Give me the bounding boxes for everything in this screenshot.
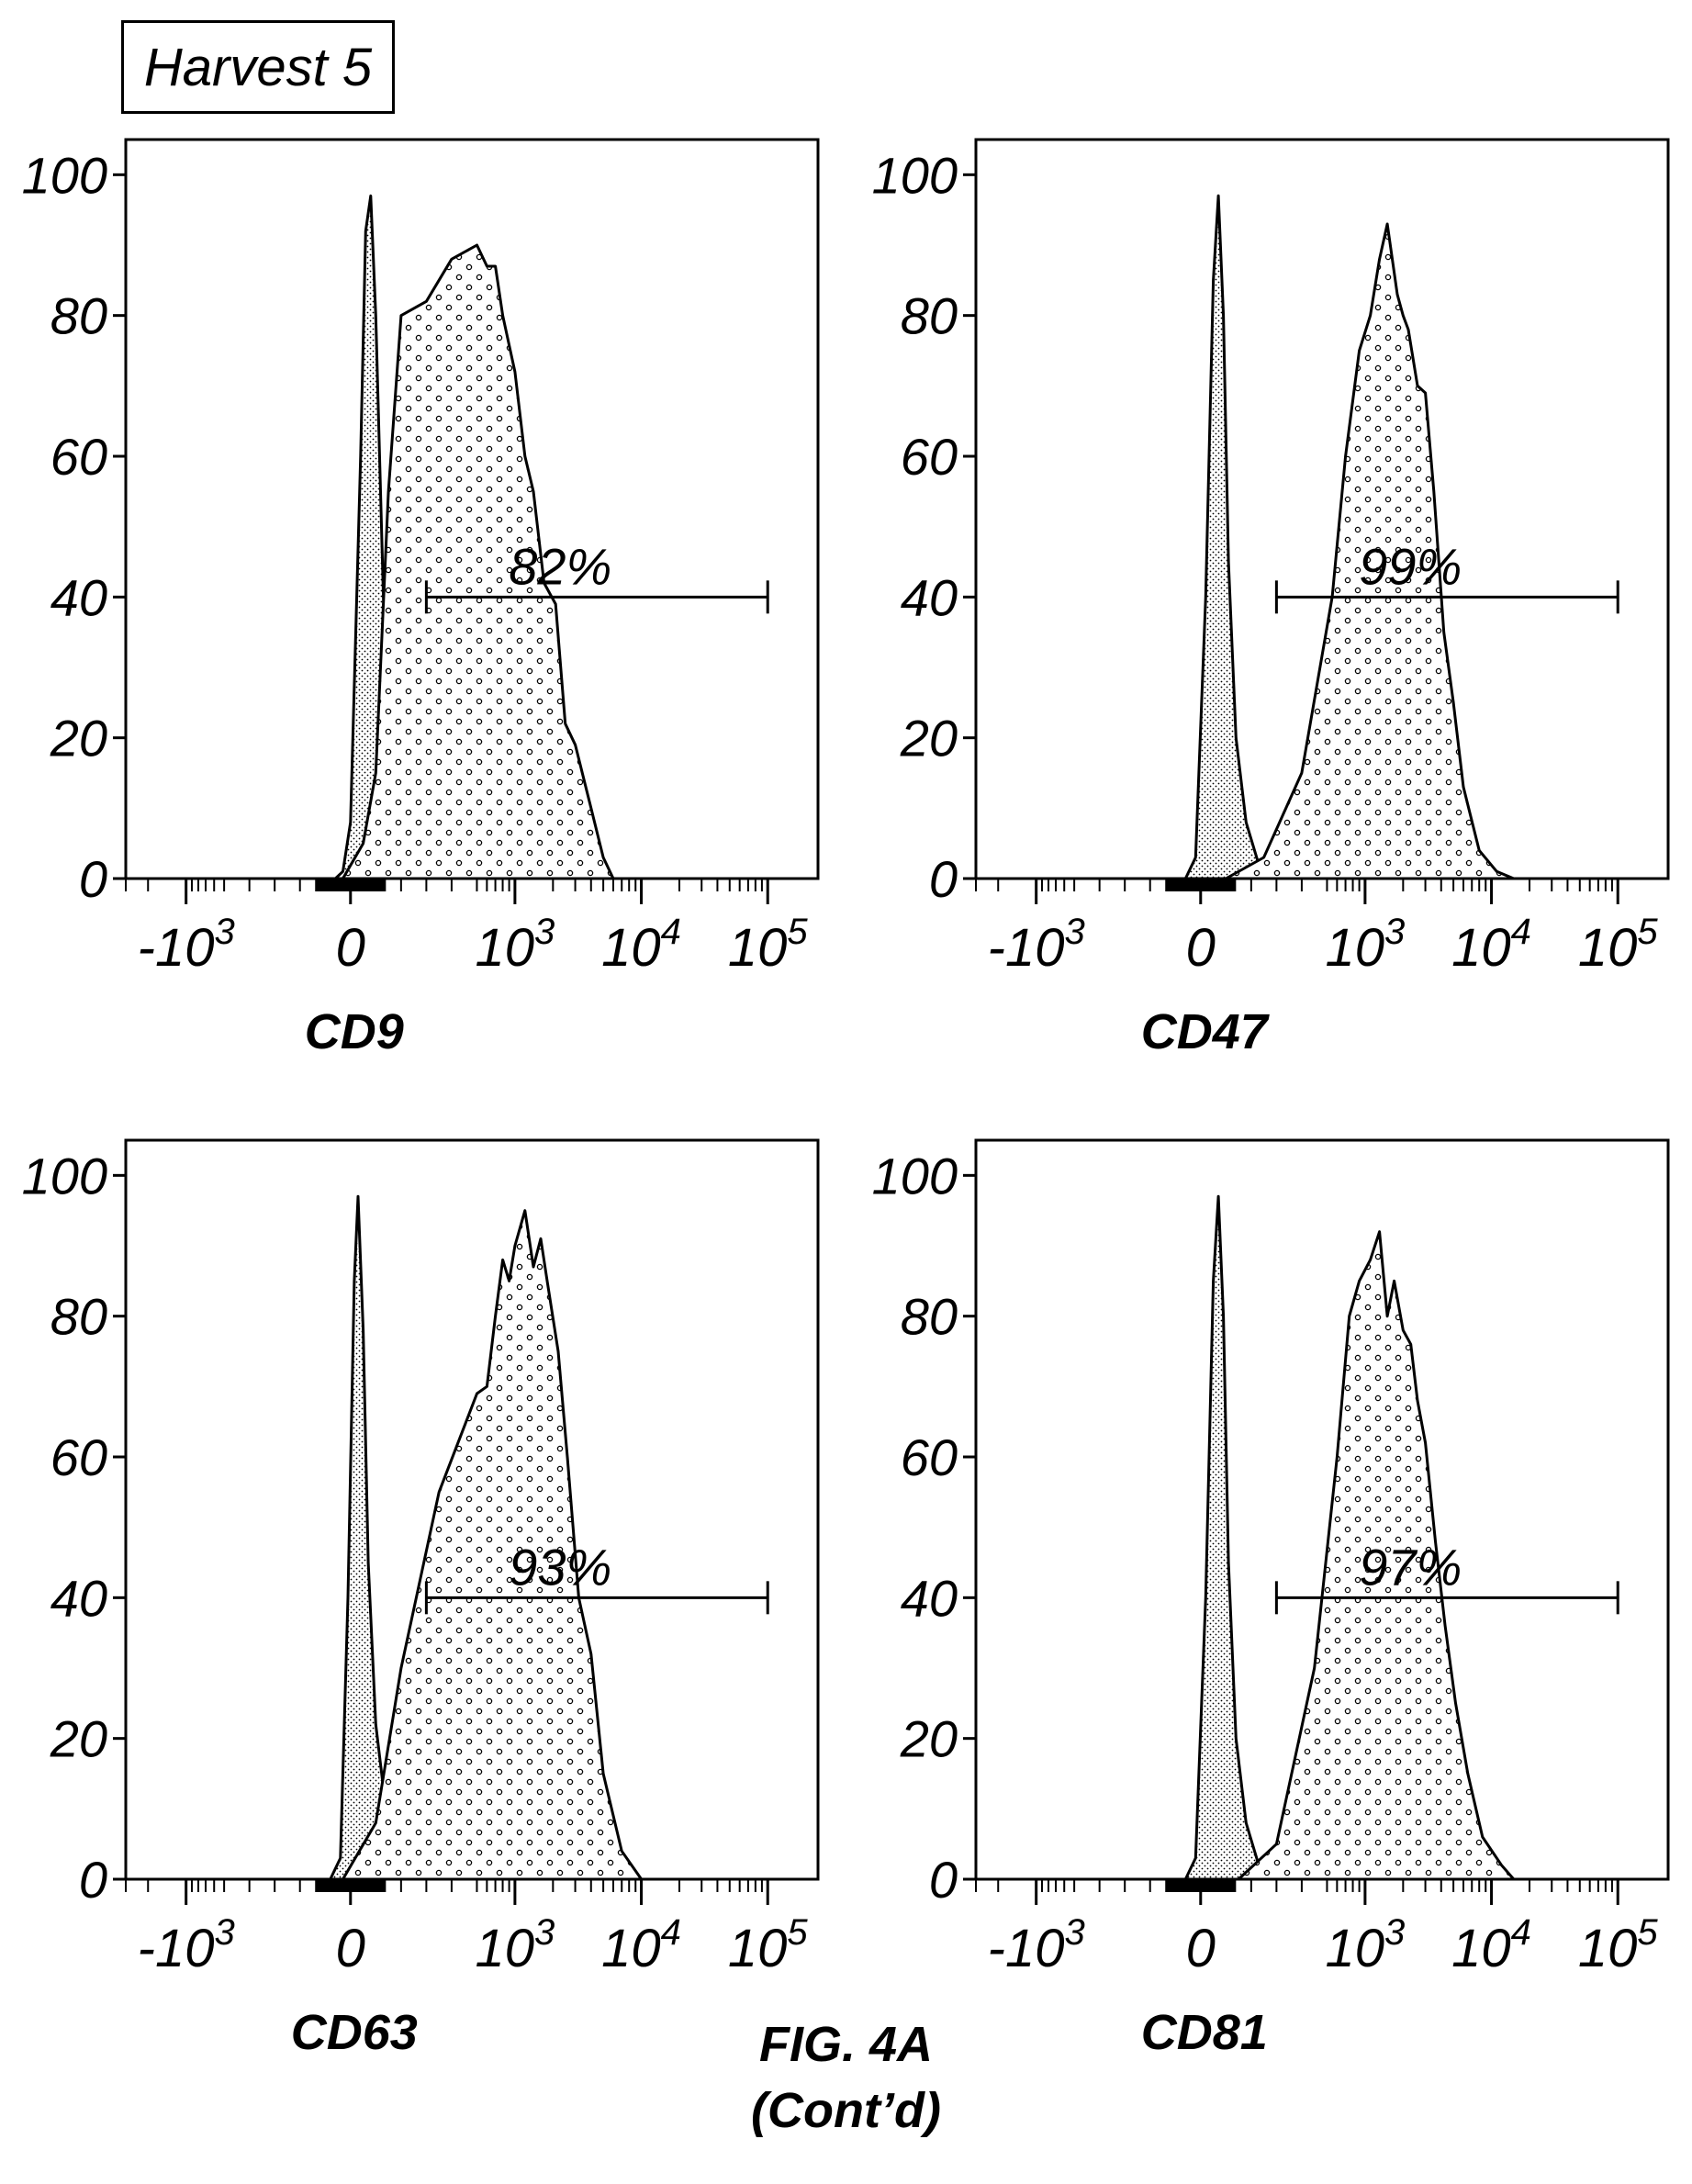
x-axis-label: CD9: [305, 1004, 404, 1059]
x-tick-label: -103: [138, 912, 235, 978]
x-tick-label: 104: [1451, 1912, 1531, 1978]
y-tick-label: 40: [50, 1569, 107, 1627]
y-tick-label: 100: [22, 1147, 107, 1204]
harvest-label-box: Harvest 5: [121, 20, 395, 114]
x-tick-label: -103: [988, 912, 1085, 978]
gate-percent-label: 93%: [509, 1538, 611, 1596]
y-tick-label: 80: [901, 287, 958, 345]
x-tick-label: 103: [1326, 912, 1406, 978]
y-tick-label: 20: [900, 710, 958, 767]
y-tick-label: 0: [929, 850, 958, 908]
figure-caption-continued: (Cont’d): [751, 2083, 941, 2138]
histogram-panel-cd81: 0 20 40 60 80 100 -103 0 103 104 105 97% CD81: [872, 1138, 1670, 2060]
x-tick-label: 104: [601, 1912, 681, 1978]
harvest-label: Harvest 5: [143, 37, 373, 97]
y-tick-label: 40: [901, 1569, 958, 1627]
x-tick-label: 105: [728, 1912, 809, 1978]
x-axis-label: CD47: [1141, 1004, 1271, 1059]
x-tick-label: 105: [1578, 1912, 1659, 1978]
plot-frame: [974, 1138, 1670, 1881]
y-tick-label: 60: [50, 428, 107, 486]
stained-histogram: [342, 243, 615, 880]
gate-percent-label: 97%: [1359, 1538, 1462, 1596]
y-tick-label: 0: [79, 1851, 107, 1909]
y-tick-label: 100: [22, 146, 107, 204]
x-tick-label: 0: [1186, 918, 1216, 978]
y-tick-label: 60: [901, 428, 958, 486]
plot-frame: [974, 138, 1670, 880]
stained-histogram: [1224, 222, 1516, 880]
y-tick-label: 80: [50, 1288, 107, 1346]
x-axis-label: CD63: [291, 2005, 418, 2060]
y-tick-label: 60: [50, 1428, 107, 1486]
y-tick-label: 0: [79, 850, 107, 908]
x-tick-label: 104: [1451, 912, 1531, 978]
control-histogram: [1183, 1194, 1278, 1881]
y-tick-label: 40: [901, 568, 958, 626]
x-tick-label: 0: [336, 1919, 365, 1978]
y-tick-label: 100: [872, 146, 958, 204]
histogram-panel-cd63: 0 20 40 60 80 100 -103 0 103 104 105 93% CD63: [22, 1138, 820, 2060]
y-tick-label: 60: [901, 1428, 958, 1486]
x-tick-label: 0: [336, 918, 365, 978]
y-tick-label: 40: [50, 568, 107, 626]
x-tick-label: 103: [1326, 1912, 1406, 1978]
x-tick-label: 103: [476, 1912, 555, 1978]
plot-frame: [124, 138, 820, 880]
y-tick-label: 100: [872, 1147, 958, 1204]
stained-histogram: [342, 1209, 644, 1881]
y-tick-label: 20: [50, 710, 107, 767]
y-tick-label: 20: [50, 1710, 107, 1768]
y-tick-label: 20: [900, 1710, 958, 1768]
gate-percent-label: 99%: [1359, 537, 1462, 595]
figure-caption: FIG. 4A: [758, 2017, 934, 2072]
x-axis-label: CD81: [1141, 2005, 1268, 2060]
y-tick-label: 0: [929, 1851, 958, 1909]
control-histogram: [1183, 194, 1278, 880]
x-tick-label: 103: [476, 912, 555, 978]
x-tick-label: -103: [988, 1912, 1085, 1978]
y-tick-label: 80: [901, 1288, 958, 1346]
plot-frame: [124, 1138, 820, 1881]
x-tick-label: 105: [728, 912, 809, 978]
histogram-panel-cd9: 0 20 40 60 80 100 -103 0 103 104 105 82% CD9: [22, 138, 820, 1059]
y-tick-label: 80: [50, 287, 107, 345]
x-tick-label: -103: [138, 1912, 235, 1978]
stained-histogram: [1237, 1230, 1516, 1881]
x-tick-label: 104: [601, 912, 681, 978]
histogram-panel-cd47: 0 20 40 60 80 100 -103 0 103 104 105 99% CD47: [872, 138, 1670, 1059]
x-tick-label: 105: [1578, 912, 1659, 978]
x-tick-label: 0: [1186, 1919, 1216, 1978]
gate-percent-label: 82%: [509, 537, 611, 595]
